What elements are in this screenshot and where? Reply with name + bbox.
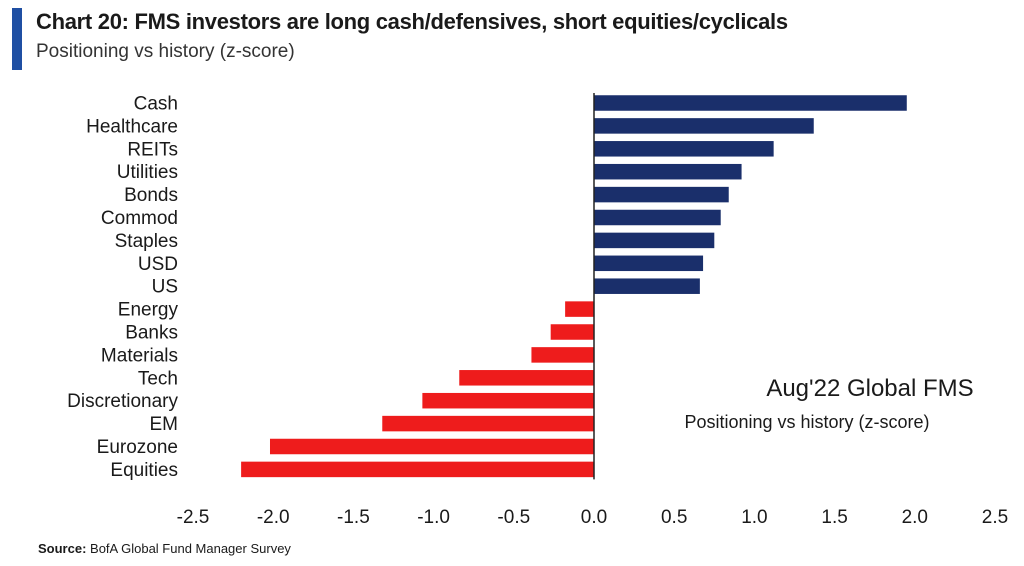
x-tick-label: 0.0 <box>581 507 607 528</box>
bar-banks <box>550 324 594 340</box>
chart-title: Chart 20: FMS investors are long cash/de… <box>36 9 788 34</box>
bar-equities <box>241 461 594 478</box>
bar-healthcare <box>594 118 814 134</box>
bar-staples <box>594 232 715 249</box>
category-label-eurozone: Eurozone <box>97 437 178 458</box>
x-tick-label: -1.0 <box>417 507 450 528</box>
x-tick-label: 1.5 <box>821 507 847 528</box>
x-tick-label: -2.5 <box>177 507 210 528</box>
x-tick-label: 2.0 <box>902 507 928 528</box>
category-label-em: EM <box>150 414 179 435</box>
bar-materials <box>531 347 594 363</box>
title-accent-bar <box>12 8 22 70</box>
source-label: Source: <box>38 541 87 556</box>
bar-us <box>594 278 700 294</box>
bar-em <box>382 415 594 432</box>
chart-subtitle: Positioning vs history (z-score) <box>36 41 295 62</box>
category-label-energy: Energy <box>118 300 179 321</box>
category-labels: CashHealthcareREITsUtilitiesBondsCommodS… <box>67 94 178 481</box>
category-label-tech: Tech <box>138 368 178 389</box>
annotation-title: Aug'22 Global FMS <box>766 375 973 402</box>
category-label-commod: Commod <box>101 208 178 229</box>
bar-eurozone <box>269 438 594 455</box>
bar-bonds <box>594 186 729 203</box>
x-tick-label: -1.5 <box>337 507 370 528</box>
x-tick-label: 2.5 <box>982 507 1008 528</box>
category-label-cash: Cash <box>134 94 178 115</box>
bar-usd <box>594 255 704 272</box>
x-tick-label: -0.5 <box>497 507 530 528</box>
category-label-discretionary: Discretionary <box>67 391 178 412</box>
bar-commod <box>594 209 721 226</box>
source-note: Source: BofA Global Fund Manager Survey <box>38 541 291 556</box>
bar-reits <box>594 141 774 157</box>
category-label-healthcare: Healthcare <box>86 116 178 137</box>
bar-cash <box>594 95 907 111</box>
x-tick-label: 0.5 <box>661 507 687 528</box>
x-tick-labels: -2.5 -2.0 -1.5 -1.0 -0.5 0.0 0.5 1.0 1.5 2.0 2.5 <box>177 507 1009 528</box>
bar-tech <box>459 370 594 386</box>
source-text: BofA Global Fund Manager Survey <box>90 541 291 556</box>
category-label-usd: USD <box>138 254 178 275</box>
category-label-equities: Equities <box>110 460 178 481</box>
category-label-staples: Staples <box>115 231 178 252</box>
category-label-utilities: Utilities <box>117 162 178 183</box>
bars-group <box>241 95 907 478</box>
annotation-subtitle: Positioning vs history (z-score) <box>684 412 929 432</box>
bar-energy <box>565 301 594 317</box>
x-tick-label: 1.0 <box>741 507 767 528</box>
category-label-banks: Banks <box>125 323 178 344</box>
category-label-us: US <box>152 277 178 298</box>
category-label-bonds: Bonds <box>124 185 178 206</box>
x-tick-label: -2.0 <box>257 507 290 528</box>
category-label-reits: REITs <box>127 139 178 160</box>
bar-discretionary <box>422 392 594 409</box>
category-label-materials: Materials <box>101 345 178 366</box>
bar-utilities <box>594 163 742 180</box>
